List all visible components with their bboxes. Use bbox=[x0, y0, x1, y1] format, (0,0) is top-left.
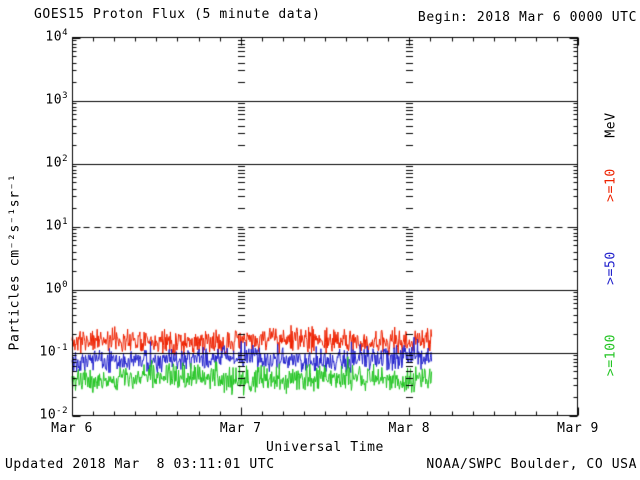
x-tick-label: Mar 6 bbox=[51, 421, 93, 436]
chart-title: GOES15 Proton Flux (5 minute data) bbox=[34, 7, 321, 22]
y-tick-label: 10-2 bbox=[39, 405, 68, 422]
begin-timestamp: Begin: 2018 Mar 6 0000 UTC bbox=[417, 10, 637, 25]
x-tick-label: Mar 9 bbox=[557, 421, 599, 436]
legend-item-10: >=10 bbox=[603, 168, 619, 202]
legend-item-50: >=50 bbox=[603, 251, 619, 285]
y-tick-label: 10-1 bbox=[39, 342, 68, 359]
y-tick-label: 101 bbox=[45, 216, 68, 233]
legend-item-100: >=100 bbox=[603, 333, 619, 377]
y-tick-label: 103 bbox=[45, 90, 68, 107]
x-tick-label: Mar 7 bbox=[219, 421, 262, 436]
x-axis-title: Universal Time bbox=[266, 440, 384, 455]
y-tick-label: 100 bbox=[45, 279, 68, 296]
updated-timestamp: Updated 2018 Mar 8 03:11:01 UTC bbox=[5, 457, 275, 472]
x-tick-label: Mar 8 bbox=[388, 421, 431, 436]
source-credit: NOAA/SWPC Boulder, CO USA bbox=[426, 457, 637, 472]
y-axis-label: Particles cm⁻²s⁻¹sr⁻¹ bbox=[7, 173, 23, 351]
y-tick-label: 102 bbox=[45, 153, 68, 170]
legend-item-mev: MeV bbox=[603, 112, 619, 138]
y-tick-label: 104 bbox=[45, 27, 68, 44]
